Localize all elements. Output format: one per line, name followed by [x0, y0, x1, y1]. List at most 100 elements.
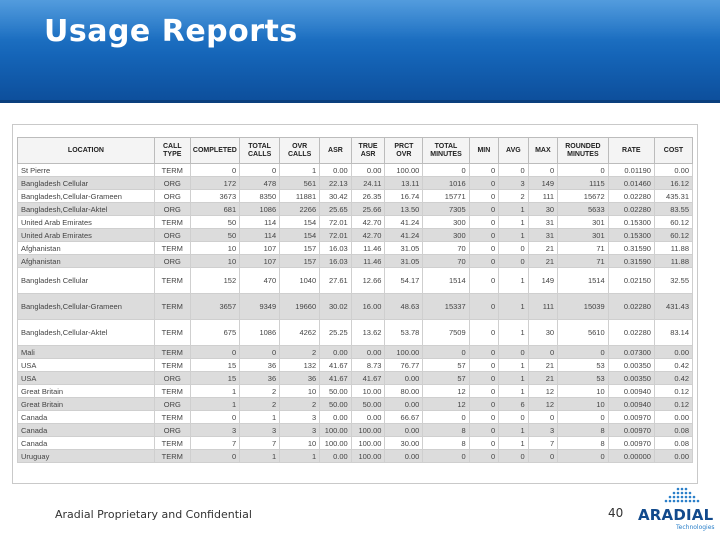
table-cell: 6	[498, 397, 529, 411]
table-row: Uruguay TERM 0 1 1 0.00 100.00 0.00 0 0 0 0 0 0.00000…	[17, 449, 694, 463]
table-cell: 1	[498, 293, 529, 320]
table-cell: 25.25	[319, 319, 352, 346]
table-cell: 48.63	[384, 293, 424, 320]
table-cell: 0.12	[653, 384, 694, 398]
table-cell: 16.03	[319, 254, 352, 268]
table-cell: 36	[279, 371, 321, 385]
table-cell: 7	[239, 436, 281, 450]
table-cell: 149	[527, 176, 559, 190]
table-cell: 114	[239, 228, 281, 242]
table-cell: 0	[498, 254, 529, 268]
location-cell: Bangladesh Cellular	[17, 176, 155, 190]
table-cell: 0	[422, 345, 470, 359]
column-header: TRUE ASR	[350, 137, 386, 164]
table-cell: 3	[279, 423, 321, 437]
table-cell: 0.15300	[607, 228, 655, 242]
table-cell: 100.00	[350, 449, 386, 463]
table-cell: 41.67	[319, 358, 352, 372]
table-cell: 42.70	[350, 228, 386, 242]
table-cell: 70	[422, 254, 470, 268]
location-cell: Afghanistan	[17, 241, 155, 255]
table-cell: 21	[527, 254, 559, 268]
logo-dots-icon	[664, 487, 700, 503]
column-header: ASR	[319, 137, 352, 164]
table-cell: 7	[527, 436, 559, 450]
table-cell: 8350	[239, 189, 281, 203]
table-cell: 0.00940	[607, 384, 655, 398]
table-cell: 53	[557, 358, 609, 372]
table-row: Great Britain TERM 1 2 10 50.00 10.00 80.00 12 0 1…	[17, 384, 694, 398]
location-cell: Bangladesh,Cellular-Aktel	[17, 202, 155, 216]
table-cell: 301	[557, 215, 609, 229]
table-cell: TERM	[153, 241, 191, 255]
page-number: 40	[608, 506, 624, 520]
table-cell: 16.12	[653, 176, 694, 190]
table-cell: TERM	[153, 410, 191, 424]
table-cell: TERM	[153, 384, 191, 398]
table-cell: 0	[468, 423, 500, 437]
table-cell: 0.00	[350, 163, 386, 177]
table-cell: 12	[527, 384, 559, 398]
table-cell: 1	[189, 397, 241, 411]
table-cell: 0.00350	[607, 371, 655, 385]
table-cell: 27.61	[319, 267, 352, 294]
table-cell: TERM	[153, 449, 191, 463]
location-cell: USA	[17, 371, 155, 385]
table-row: USA ORG 15 36 36 41.67 41.67 0.00 57 0 1 21 53 0.0035…	[17, 371, 694, 385]
table-cell: 0	[468, 267, 500, 294]
table-cell: 16.03	[319, 241, 352, 255]
table-cell: 0.00	[319, 345, 352, 359]
table-cell: 50.00	[319, 384, 352, 398]
table-cell: 0	[422, 410, 470, 424]
table-cell: 0.01460	[607, 176, 655, 190]
table-cell: 1	[498, 202, 529, 216]
table-cell: TERM	[153, 436, 191, 450]
table-cell: 60.12	[653, 228, 694, 242]
table-cell: 1	[498, 436, 529, 450]
table-cell: 30	[527, 202, 559, 216]
table-cell: 1115	[557, 176, 609, 190]
table-cell: 31	[527, 228, 559, 242]
table-cell: 8.73	[350, 358, 386, 372]
table-cell: 71	[557, 241, 609, 255]
location-cell: Mali	[17, 345, 155, 359]
table-cell: 50.00	[319, 397, 352, 411]
table-cell: 1	[239, 449, 281, 463]
table-cell: 1	[498, 319, 529, 346]
table-cell: 0	[468, 189, 500, 203]
table-cell: 12	[422, 397, 470, 411]
table-cell: 41.67	[319, 371, 352, 385]
table-cell: 15	[189, 358, 241, 372]
footer-confidential: Aradial Proprietary and Confidential	[55, 508, 252, 521]
table-cell: 12	[527, 397, 559, 411]
table-cell: 1	[498, 267, 529, 294]
table-cell: 12	[422, 384, 470, 398]
table-cell: 42.70	[350, 215, 386, 229]
table-cell: ORG	[153, 202, 191, 216]
table-cell: 21	[527, 358, 559, 372]
table-cell: 13.50	[384, 202, 424, 216]
table-cell: 1	[279, 449, 321, 463]
table-cell: 3	[527, 423, 559, 437]
table-cell: 100.00	[319, 436, 352, 450]
table-cell: 0.00	[350, 345, 386, 359]
table-cell: 15337	[422, 293, 470, 320]
table-cell: 15039	[557, 293, 609, 320]
table-cell: 80.00	[384, 384, 424, 398]
table-cell: 1040	[279, 267, 321, 294]
table-header-row: LOCATION CALL TYPE COMPLETED TOTAL CALLS OVR…	[17, 137, 694, 164]
table-cell: 0	[468, 397, 500, 411]
table-cell: ORG	[153, 176, 191, 190]
table-cell: 41.24	[384, 215, 424, 229]
column-header: COST	[653, 137, 694, 164]
table-cell: 5610	[557, 319, 609, 346]
table-cell: 76.77	[384, 358, 424, 372]
table-cell: 0	[422, 449, 470, 463]
table-cell: 8	[422, 436, 470, 450]
table-cell: 0.00	[653, 345, 694, 359]
table-cell: 100.00	[350, 423, 386, 437]
banner-highlight	[0, 0, 720, 40]
table-cell: 71	[557, 254, 609, 268]
table-cell: 0.00970	[607, 436, 655, 450]
table-cell: 25.65	[319, 202, 352, 216]
